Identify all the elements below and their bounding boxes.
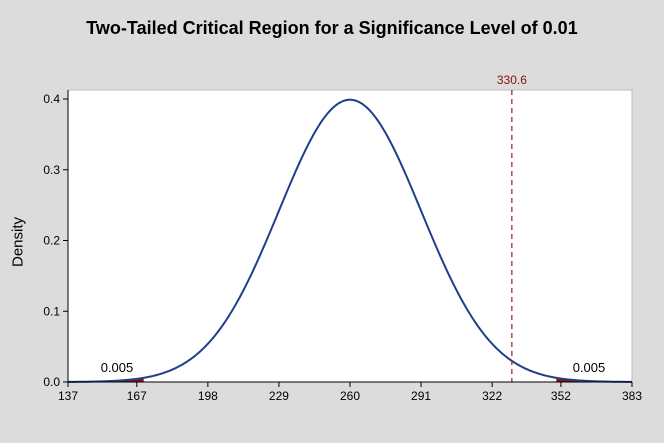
x-tick-label: 229 (269, 389, 289, 403)
x-tick-label: 260 (340, 389, 360, 403)
x-tick-label: 198 (198, 389, 218, 403)
x-tick-label: 352 (551, 389, 571, 403)
y-tick-label: 0.1 (43, 304, 60, 318)
chart-title: Two-Tailed Critical Region for a Signifi… (86, 18, 578, 38)
y-tick-label: 0.2 (43, 234, 60, 248)
x-tick-label: 322 (482, 389, 502, 403)
x-axis-ticks: 137 167 198 229 260 291 322 352 383 (58, 382, 642, 403)
x-tick-label: 137 (58, 389, 78, 403)
y-axis-ticks: 0.0 0.1 0.2 0.3 0.4 (43, 92, 68, 389)
y-tick-label: 0.0 (43, 375, 60, 389)
reference-line-label: 330.6 (497, 73, 527, 87)
x-tick-label: 383 (622, 389, 642, 403)
y-tick-label: 0.3 (43, 163, 60, 177)
x-tick-label: 291 (411, 389, 431, 403)
area-label-left: 0.005 (101, 360, 134, 375)
area-labels: 0.005 0.005 (101, 360, 606, 375)
area-label-right: 0.005 (573, 360, 606, 375)
y-tick-label: 0.4 (43, 92, 60, 106)
plot-area (67, 89, 633, 383)
x-tick-label: 167 (127, 389, 147, 403)
density-curve (67, 98, 633, 383)
